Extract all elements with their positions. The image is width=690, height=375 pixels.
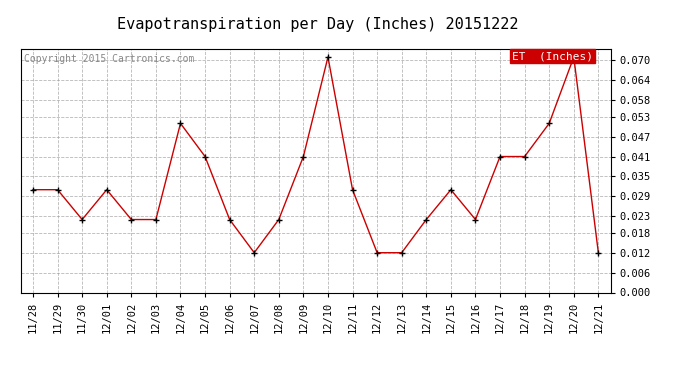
Text: Evapotranspiration per Day (Inches) 20151222: Evapotranspiration per Day (Inches) 2015… — [117, 17, 518, 32]
Text: ET  (Inches): ET (Inches) — [512, 51, 593, 61]
Text: Copyright 2015 Cartronics.com: Copyright 2015 Cartronics.com — [23, 54, 194, 64]
